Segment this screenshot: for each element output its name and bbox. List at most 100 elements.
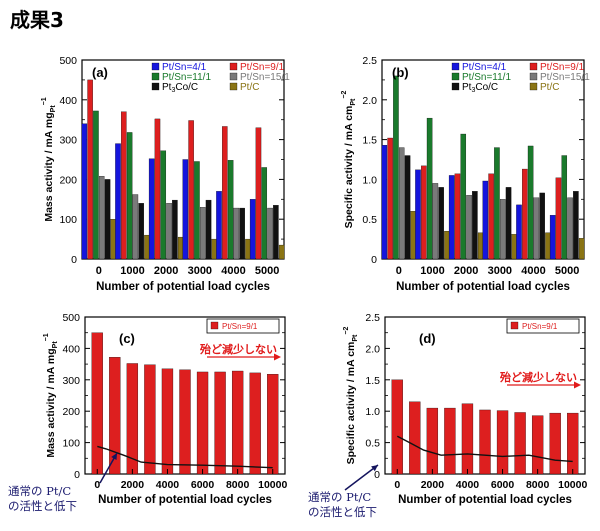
- bar: [166, 203, 172, 260]
- bar: [391, 379, 403, 475]
- legend-swatch: [510, 321, 519, 330]
- bar: [93, 110, 99, 260]
- legend-label: Pt3Co/C: [462, 82, 498, 94]
- legend-swatch: [151, 82, 160, 91]
- x-tick-label: 2000: [154, 265, 178, 277]
- bar: [179, 369, 191, 475]
- bar: [426, 117, 433, 260]
- bar: [273, 205, 279, 260]
- panel-label: (b): [392, 65, 409, 80]
- legend-label: Pt/Sn=11/1: [162, 72, 211, 83]
- x-tick-label: 2000: [421, 479, 445, 491]
- bar: [472, 191, 478, 260]
- bar: [527, 145, 534, 260]
- bar: [432, 183, 439, 260]
- bar: [555, 177, 562, 260]
- legend-swatch: [529, 82, 538, 91]
- bar: [233, 207, 240, 260]
- y-tick-label: 0: [71, 254, 77, 266]
- bar: [138, 203, 144, 260]
- bar: [132, 194, 139, 260]
- x-axis-label: Number of potential load cycles: [96, 281, 270, 293]
- bar: [161, 368, 174, 475]
- bar: [421, 165, 427, 260]
- x-axis-label: Number of potential load cycles: [398, 494, 572, 506]
- x-tick-label: 3000: [488, 265, 512, 277]
- bar: [531, 415, 544, 475]
- bar: [91, 332, 103, 475]
- y-axis-label: Specific activity / mA cmPt−2: [341, 91, 357, 229]
- y-tick-label: 500: [62, 312, 80, 324]
- bar: [533, 197, 540, 260]
- pt-c-curve: [396, 435, 573, 463]
- x-tick-label: 4000: [221, 265, 245, 277]
- bar: [505, 187, 512, 260]
- bar: [549, 215, 556, 260]
- y-tick-label: 1.5: [365, 375, 380, 387]
- legend-swatch: [229, 72, 238, 81]
- bar: [466, 195, 472, 260]
- x-tick-label: 1000: [120, 265, 144, 277]
- bar: [522, 168, 528, 260]
- x-tick-label: 5000: [255, 265, 279, 277]
- bar: [110, 219, 117, 260]
- bar: [573, 191, 579, 260]
- bar: [177, 236, 184, 260]
- bar: [410, 211, 417, 260]
- legend-label: Pt/Sn=9/1: [240, 62, 285, 73]
- x-axis-label: Number of potential load cycles: [98, 494, 272, 506]
- bar: [267, 207, 273, 260]
- bar: [144, 364, 156, 475]
- bar: [115, 143, 121, 260]
- y-tick-label: 0: [74, 469, 80, 481]
- bar: [426, 407, 439, 475]
- y-tick-label: 400: [59, 95, 77, 107]
- bar: [404, 155, 411, 260]
- y-tick-label: 1.0: [362, 174, 377, 186]
- panel-label: (a): [92, 65, 108, 80]
- legend-label: Pt/Sn=11/1: [462, 72, 511, 83]
- bar: [578, 238, 585, 260]
- bar: [227, 160, 234, 260]
- y-tick-label: 0.5: [365, 438, 380, 450]
- bar: [109, 357, 121, 475]
- bar: [126, 132, 133, 260]
- y-tick-label: 1.0: [365, 406, 380, 418]
- panel-label: (c): [119, 331, 135, 346]
- bar: [567, 412, 579, 475]
- y-tick-label: 100: [59, 214, 77, 226]
- y-tick-label: 300: [59, 135, 77, 147]
- x-tick-label: 6000: [191, 479, 215, 491]
- x-tick-label: 2000: [121, 479, 145, 491]
- bar: [194, 161, 200, 260]
- bar: [539, 192, 545, 260]
- note-line: の活性と低下: [8, 499, 77, 513]
- x-tick-label: 8000: [226, 479, 250, 491]
- bar: [160, 150, 167, 260]
- pt-c-note-d: 通常の Pt/C の活性と低下: [308, 490, 377, 520]
- x-tick-label: 5000: [555, 265, 579, 277]
- annotation-text: 殆ど減少しない: [499, 370, 577, 384]
- bar: [511, 234, 518, 260]
- bar: [261, 167, 268, 260]
- legend-label: Pt/Sn=15/1: [540, 72, 590, 83]
- bar: [278, 244, 285, 260]
- legend-label: Pt3Co/C: [162, 82, 198, 94]
- pt-c-curve: [97, 445, 273, 469]
- legend-swatch: [451, 82, 460, 91]
- note-line: の活性と低下: [308, 505, 377, 519]
- bar: [182, 159, 189, 260]
- bar: [239, 207, 245, 260]
- bar: [444, 230, 450, 260]
- x-tick-label: 3000: [188, 265, 212, 277]
- bar: [98, 176, 105, 260]
- page-title: 成果3: [10, 8, 64, 32]
- bar: [121, 111, 127, 260]
- legend-swatch: [451, 62, 460, 71]
- bar: [196, 371, 209, 475]
- note-line: 通常の Pt/C: [308, 490, 372, 504]
- legend-label: Pt/Sn=4/1: [162, 62, 207, 73]
- y-tick-label: 100: [62, 438, 80, 450]
- pointer-arrow: [344, 464, 379, 491]
- y-tick-label: 300: [62, 375, 80, 387]
